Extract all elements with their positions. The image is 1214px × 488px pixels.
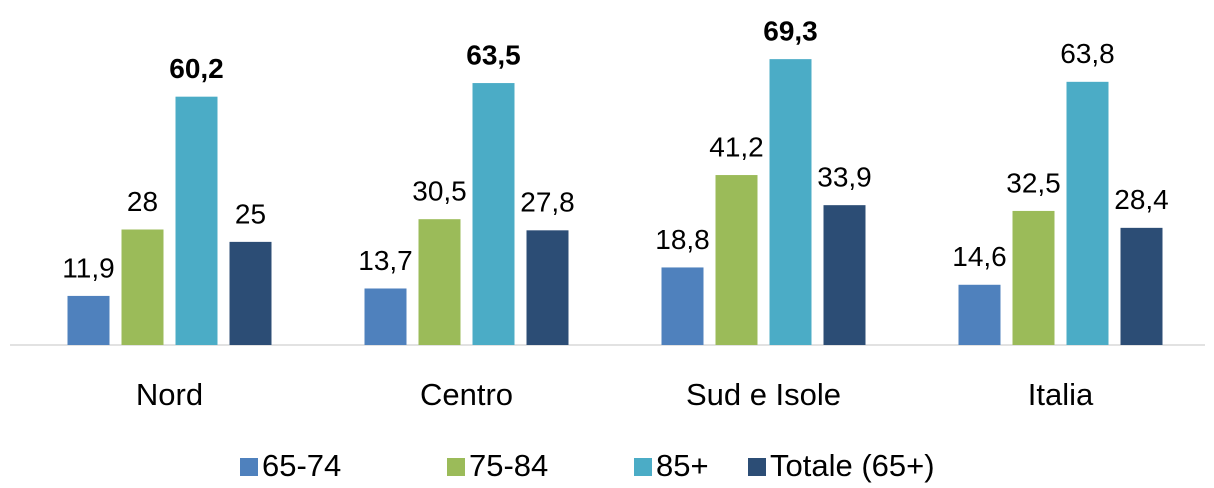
data-label: 32,5 [1006,167,1061,198]
legend-label: Totale (65+) [770,448,935,483]
legend-swatch [240,458,258,476]
bar [526,230,569,345]
data-label: 60,2 [169,53,224,84]
bar [121,229,164,345]
x-tick-label: Centro [420,377,513,412]
data-label: 27,8 [520,187,575,218]
data-label: 28,4 [1114,184,1169,215]
bar [1066,81,1109,345]
bar [661,267,704,345]
bar [769,59,812,345]
x-tick-label: Italia [1028,377,1094,412]
data-label: 25 [235,198,266,229]
data-label: 14,6 [952,241,1007,272]
bar [958,284,1001,345]
bar [67,295,110,345]
bar [364,288,407,345]
legend-swatch [748,458,766,476]
data-label: 30,5 [412,176,467,207]
data-label: 63,8 [1060,38,1115,69]
data-label: 18,8 [655,224,710,255]
x-tick-label: Nord [136,377,203,412]
bar [418,219,461,345]
legend-label: 65-74 [262,448,341,483]
bar [229,241,272,345]
data-label: 11,9 [62,252,114,283]
x-tick-label: Sud e Isole [686,377,841,412]
data-label: 33,9 [817,162,872,193]
bar [1120,227,1163,345]
bar [823,205,866,345]
bar [175,96,218,345]
data-label: 63,5 [466,39,521,70]
legend-label: 75-84 [469,448,548,483]
legend-label: 85+ [656,448,709,483]
bar [1012,210,1055,345]
bar [472,83,515,345]
data-label: 69,3 [763,16,818,47]
bar [715,175,758,345]
data-label: 28 [127,186,158,217]
legend-swatch [447,458,465,476]
legend-swatch [634,458,652,476]
data-label: 13,7 [358,245,413,276]
data-label: 41,2 [709,131,764,162]
